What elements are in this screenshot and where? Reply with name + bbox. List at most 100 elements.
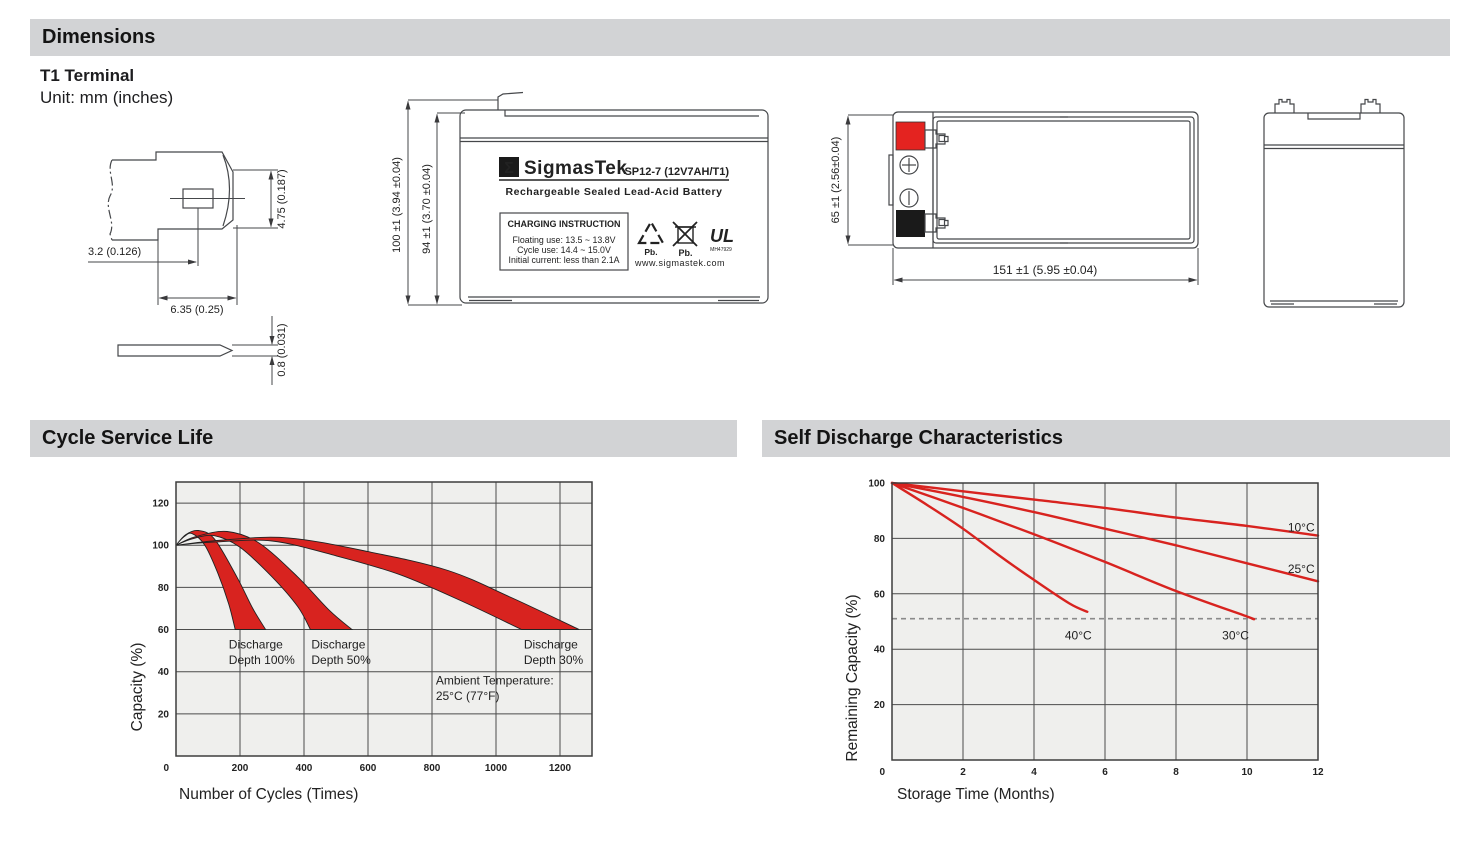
tab-hole [938,218,946,227]
x-tick-label: 200 [232,763,249,774]
self-discharge-chart: Remaining Capacity (%) Storage Time (Mon… [844,479,1324,804]
sigma-logo-icon [499,157,519,177]
chart-annotation: 40°C [1065,629,1092,643]
chart-annotation: 25°C [1288,562,1315,576]
x-tick-label: 1200 [549,763,572,774]
tab-hole [938,134,946,143]
battery-side-view [1263,98,1405,308]
x-tick-label: 4 [1031,767,1037,778]
y-tick-label: 100 [868,479,885,490]
band-Discharge Depth 30% [175,536,580,630]
x-tick-label: 1000 [485,763,508,774]
origin-tick-label: 0 [163,763,169,774]
dim-label-width: 6.35 (0.25) [170,304,223,316]
band-Discharge Depth 100% [175,529,267,630]
battery-top-view: 65 ±1 (2.56±0.04) 151 ±1 (5.95 ±0.04) [830,111,1199,285]
dim-label-thickness: 0.8 (0.031) [276,323,288,376]
terminal-side-view: 0.8 (0.031) [117,316,288,385]
ul-mark-icon: UL MH47929 [710,226,734,253]
x-tick-label: 6 [1102,767,1108,778]
y-tick-label: 60 [158,625,170,636]
plus-symbol-icon [899,155,919,175]
y-tick-label: 40 [158,667,170,678]
terminal-blade-outline [117,344,234,357]
side-rib [888,154,894,206]
section-header-self-discharge: Self Discharge Characteristics [762,420,1450,457]
y-tick-label: 120 [152,499,169,510]
line-10°C [890,481,1320,537]
chart-annotation: Depth 30% [524,653,584,667]
terminal-tab-chamfer [222,154,231,227]
chart-annotation: 10°C [1288,520,1315,534]
y-axis-title: Capacity (%) [129,643,146,732]
minus-symbol-icon [899,188,919,208]
dim-label-total-height: 100 ±1 (3.94 ±0.04) [391,157,403,253]
pb-recycle-label: Pb. [644,247,657,257]
chart-annotation: Depth 100% [229,653,295,667]
ul-glyph: UL [710,226,734,246]
dim-label-body-height: 94 ±1 (3.70 ±0.04) [421,164,433,254]
lid-step [504,110,759,117]
chart-annotation: Discharge [311,638,365,652]
line-40°C [890,481,1089,613]
crossed-bin-pb-icon: Pb. [672,221,698,258]
top-dimensions: 65 ±1 (2.56±0.04) 151 ±1 (5.95 ±0.04) [830,114,1199,285]
cell-area-outer [932,116,1195,244]
chart-annotation: 25°C (77°F) [436,689,500,703]
y-axis-title: Remaining Capacity (%) [844,594,861,761]
battery-label: Σ SigmasTek SP12-7 (12V7AH/T1) Rechargea… [499,157,734,271]
chart-annotation: Ambient Temperature: [436,673,554,687]
t1-terminal-heading: T1 Terminal [40,66,135,85]
origin-tick-label: 0 [879,767,885,778]
charging-instruction-box [499,212,629,271]
unit-note: Unit: mm (inches) [40,88,174,107]
battery-subtitle: Rechargeable Sealed Lead-Acid Battery [506,186,723,198]
x-tick-label: 8 [1173,767,1179,778]
y-tick-label: 80 [158,583,170,594]
chart-annotation: Discharge [229,638,283,652]
negative-faston-tab [924,213,949,233]
x-tick-label: 2 [960,767,966,778]
charging-line: Floating use: 13.5 ~ 13.8V [513,235,616,245]
negative-terminal-block [896,210,925,237]
terminal-tab-outline [112,151,234,241]
x-tick-label: 12 [1312,767,1324,778]
plus-circle [899,155,919,175]
chart-annotation: Depth 50% [311,653,371,667]
positive-terminal-block [895,121,926,151]
brand-name: SigmasTek [524,158,627,179]
x-tick-label: 600 [360,763,377,774]
y-tick-label: 40 [874,645,886,656]
charging-line: Initial current: less than 2.1A [509,255,620,265]
website-text: www.sigmastek.com [634,258,725,268]
lid-recess [1307,113,1361,120]
charging-line: Cycle use: 14.4 ~ 15.0V [517,245,611,255]
battery-front-view: 100 ±1 (3.94 ±0.04) 94 ±1 (3.70 ±0.04) Σ… [391,91,769,306]
x-tick-label: 800 [424,763,441,774]
x-tick-label: 400 [296,763,313,774]
front-dimensions: 100 ±1 (3.94 ±0.04) 94 ±1 (3.70 ±0.04) [391,99,498,306]
dim-label-length: 151 ±1 (5.95 ±0.04) [993,263,1098,277]
dim-label-width: 65 ±1 (2.56±0.04) [830,137,842,224]
dim-label-offset: 3.2 (0.126) [88,246,141,258]
terminal-tab [1274,98,1295,113]
y-tick-label: 100 [152,541,169,552]
sigma-glyph: Σ [504,160,514,177]
section-header-cycle-service-life: Cycle Service Life [30,420,737,457]
band-Discharge Depth 50% [175,530,354,630]
x-axis-title: Number of Cycles (Times) [179,786,358,803]
recycle-triangle [637,219,665,245]
terminal-top-view: 3.2 (0.126) 6.35 (0.25) 4.75 (0.187) [88,151,288,316]
y-tick-label: 20 [874,700,886,711]
case-outline [1263,112,1405,308]
bin-cross [672,221,698,247]
chart-annotation: Discharge [524,638,578,652]
positive-faston-tab [924,129,949,149]
top-outline [888,111,1199,249]
minus-circle [899,188,919,208]
cell-area-inner [936,120,1191,240]
plot-border [891,482,1319,761]
front-outline [459,91,769,304]
model-number: SP12-7 (12V7AH/T1) [624,166,729,178]
